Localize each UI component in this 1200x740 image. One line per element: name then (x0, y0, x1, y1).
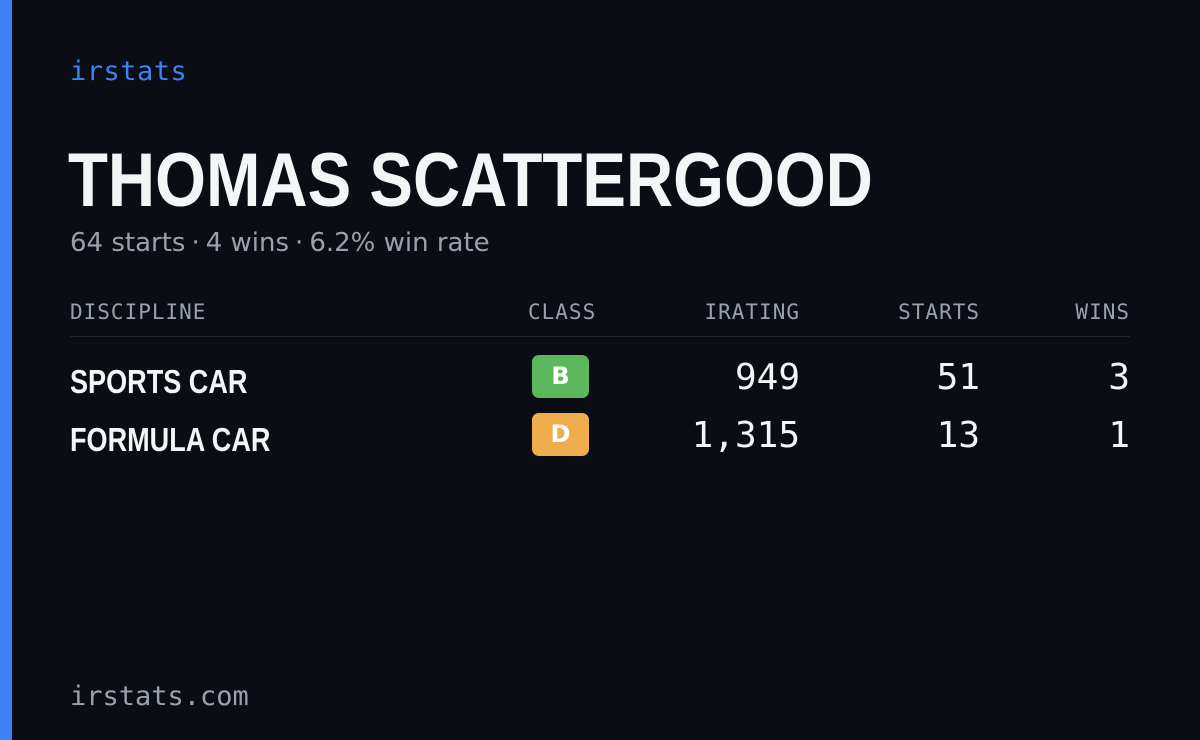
row-starts: 13 (936, 415, 980, 456)
row-starts: 51 (936, 357, 980, 398)
header-wins: WINS (1075, 300, 1130, 324)
accent-bar (0, 0, 12, 740)
row-irating: 1,315 (691, 415, 800, 456)
row-discipline: SPORTS CAR (70, 363, 248, 400)
header-class: CLASS (528, 300, 597, 324)
row-wins: 1 (1108, 415, 1130, 456)
row-irating: 949 (734, 357, 800, 398)
summary-win-rate: 6.2% win rate (309, 228, 490, 258)
row-wins: 3 (1108, 357, 1130, 398)
table-header: DISCIPLINE CLASS IRATING STARTS WINS (70, 296, 1130, 337)
class-badge: D (532, 413, 589, 456)
driver-name: THOMAS SCATTERGOOD (68, 138, 873, 223)
footer-site-link: irstats.com (70, 681, 249, 712)
header-starts: STARTS (898, 300, 980, 324)
header-discipline: DISCIPLINE (70, 300, 207, 324)
table-row: SPORTS CAR B 949 51 3 (70, 355, 1130, 413)
summary-separator: · (191, 228, 200, 258)
license-table: DISCIPLINE CLASS IRATING STARTS WINS SPO… (70, 296, 1130, 471)
header-irating: IRATING (704, 300, 800, 324)
summary-starts: 64 starts (70, 228, 186, 258)
career-summary: 64 starts · 4 wins · 6.2% win rate (70, 228, 490, 258)
summary-wins: 4 wins (205, 228, 290, 258)
table-row: FORMULA CAR D 1,315 13 1 (70, 413, 1130, 471)
row-discipline: FORMULA CAR (70, 421, 271, 458)
summary-separator: · (295, 228, 304, 258)
class-badge: B (532, 355, 589, 398)
brand-logo: irstats (70, 56, 188, 87)
